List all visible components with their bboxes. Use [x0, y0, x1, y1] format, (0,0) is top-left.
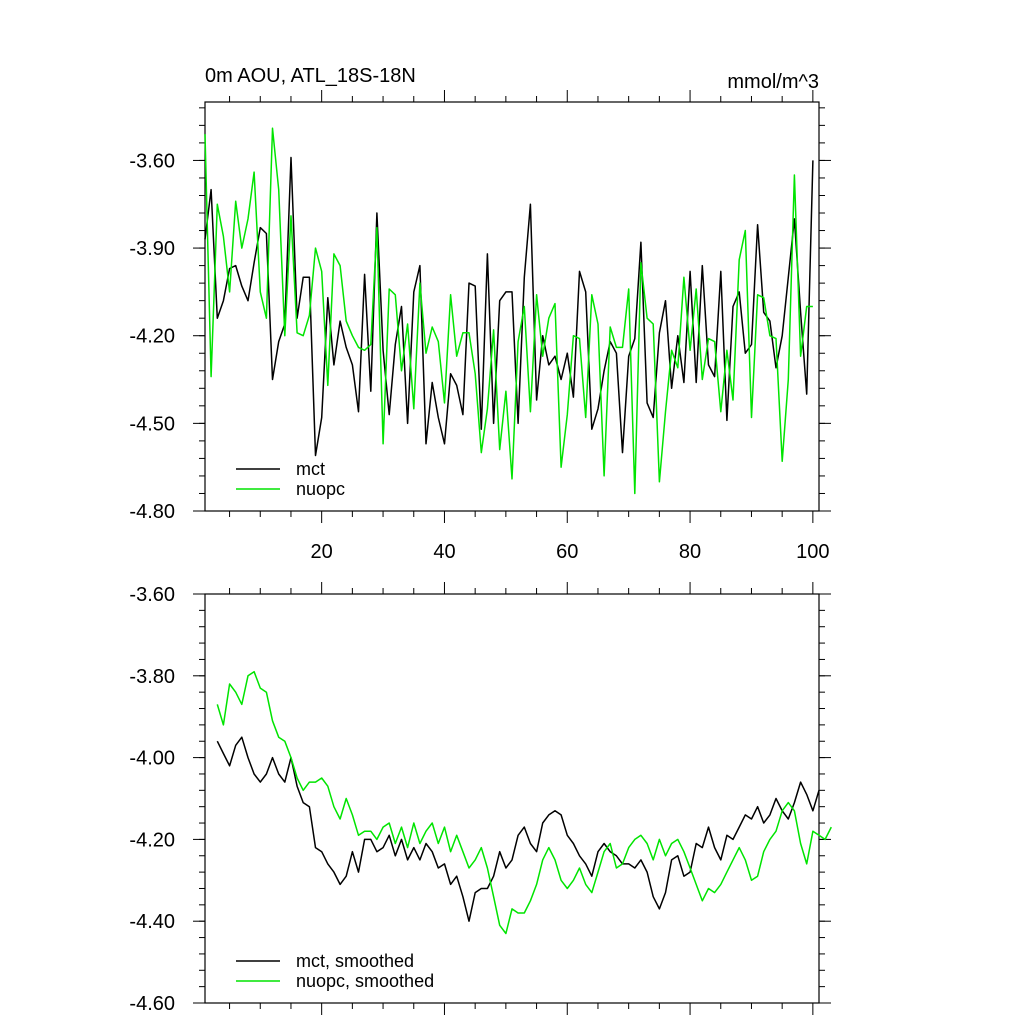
- y-tick-label: -4.60: [129, 993, 175, 1015]
- series-nuopc-smoothed: [216, 670, 832, 935]
- y-tick-label: -4.40: [129, 911, 175, 933]
- series-mct: [204, 156, 814, 457]
- legend-label: mct, smoothed: [296, 951, 414, 971]
- series-mct-smoothed: [216, 736, 820, 922]
- plot-frame: [204, 593, 820, 1004]
- chart-panel-1: 20 40 60 80 100 -3.60 -3.90 -4.20 -4.50 -4.80 0m A…: [129, 65, 831, 563]
- y-tick-label: -4.20: [129, 829, 175, 851]
- y-tick-label: -3.60: [129, 150, 175, 172]
- y-tick-label: -4.80: [129, 501, 175, 523]
- legend-label: nuopc: [296, 479, 345, 499]
- chart-panel-2: -3.60 -3.80 -4.00 -4.20 -4.40 -4.60 mct, smoot…: [129, 582, 832, 1015]
- y-tick-label: -3.80: [129, 666, 175, 688]
- legend-label: nuopc, smoothed: [296, 971, 434, 991]
- x-tick-label: 20: [311, 541, 333, 563]
- series-nuopc: [204, 127, 813, 495]
- x-tick-label: 60: [556, 541, 578, 563]
- chart-units: mmol/m^3: [727, 71, 819, 93]
- y-tick-label: -4.00: [129, 748, 175, 770]
- legend-label: mct: [296, 459, 325, 479]
- y-tick-label: -4.50: [129, 413, 175, 435]
- y-tick-label: -3.90: [129, 238, 175, 260]
- x-tick-label: 80: [679, 541, 701, 563]
- plot-frame: [204, 101, 820, 512]
- y-tick-label: -4.20: [129, 326, 175, 348]
- x-tick-label: 100: [796, 541, 829, 563]
- y-tick-label: -3.60: [129, 584, 175, 606]
- chart-title: 0m AOU, ATL_18S-18N: [205, 65, 416, 87]
- x-tick-label: 40: [433, 541, 455, 563]
